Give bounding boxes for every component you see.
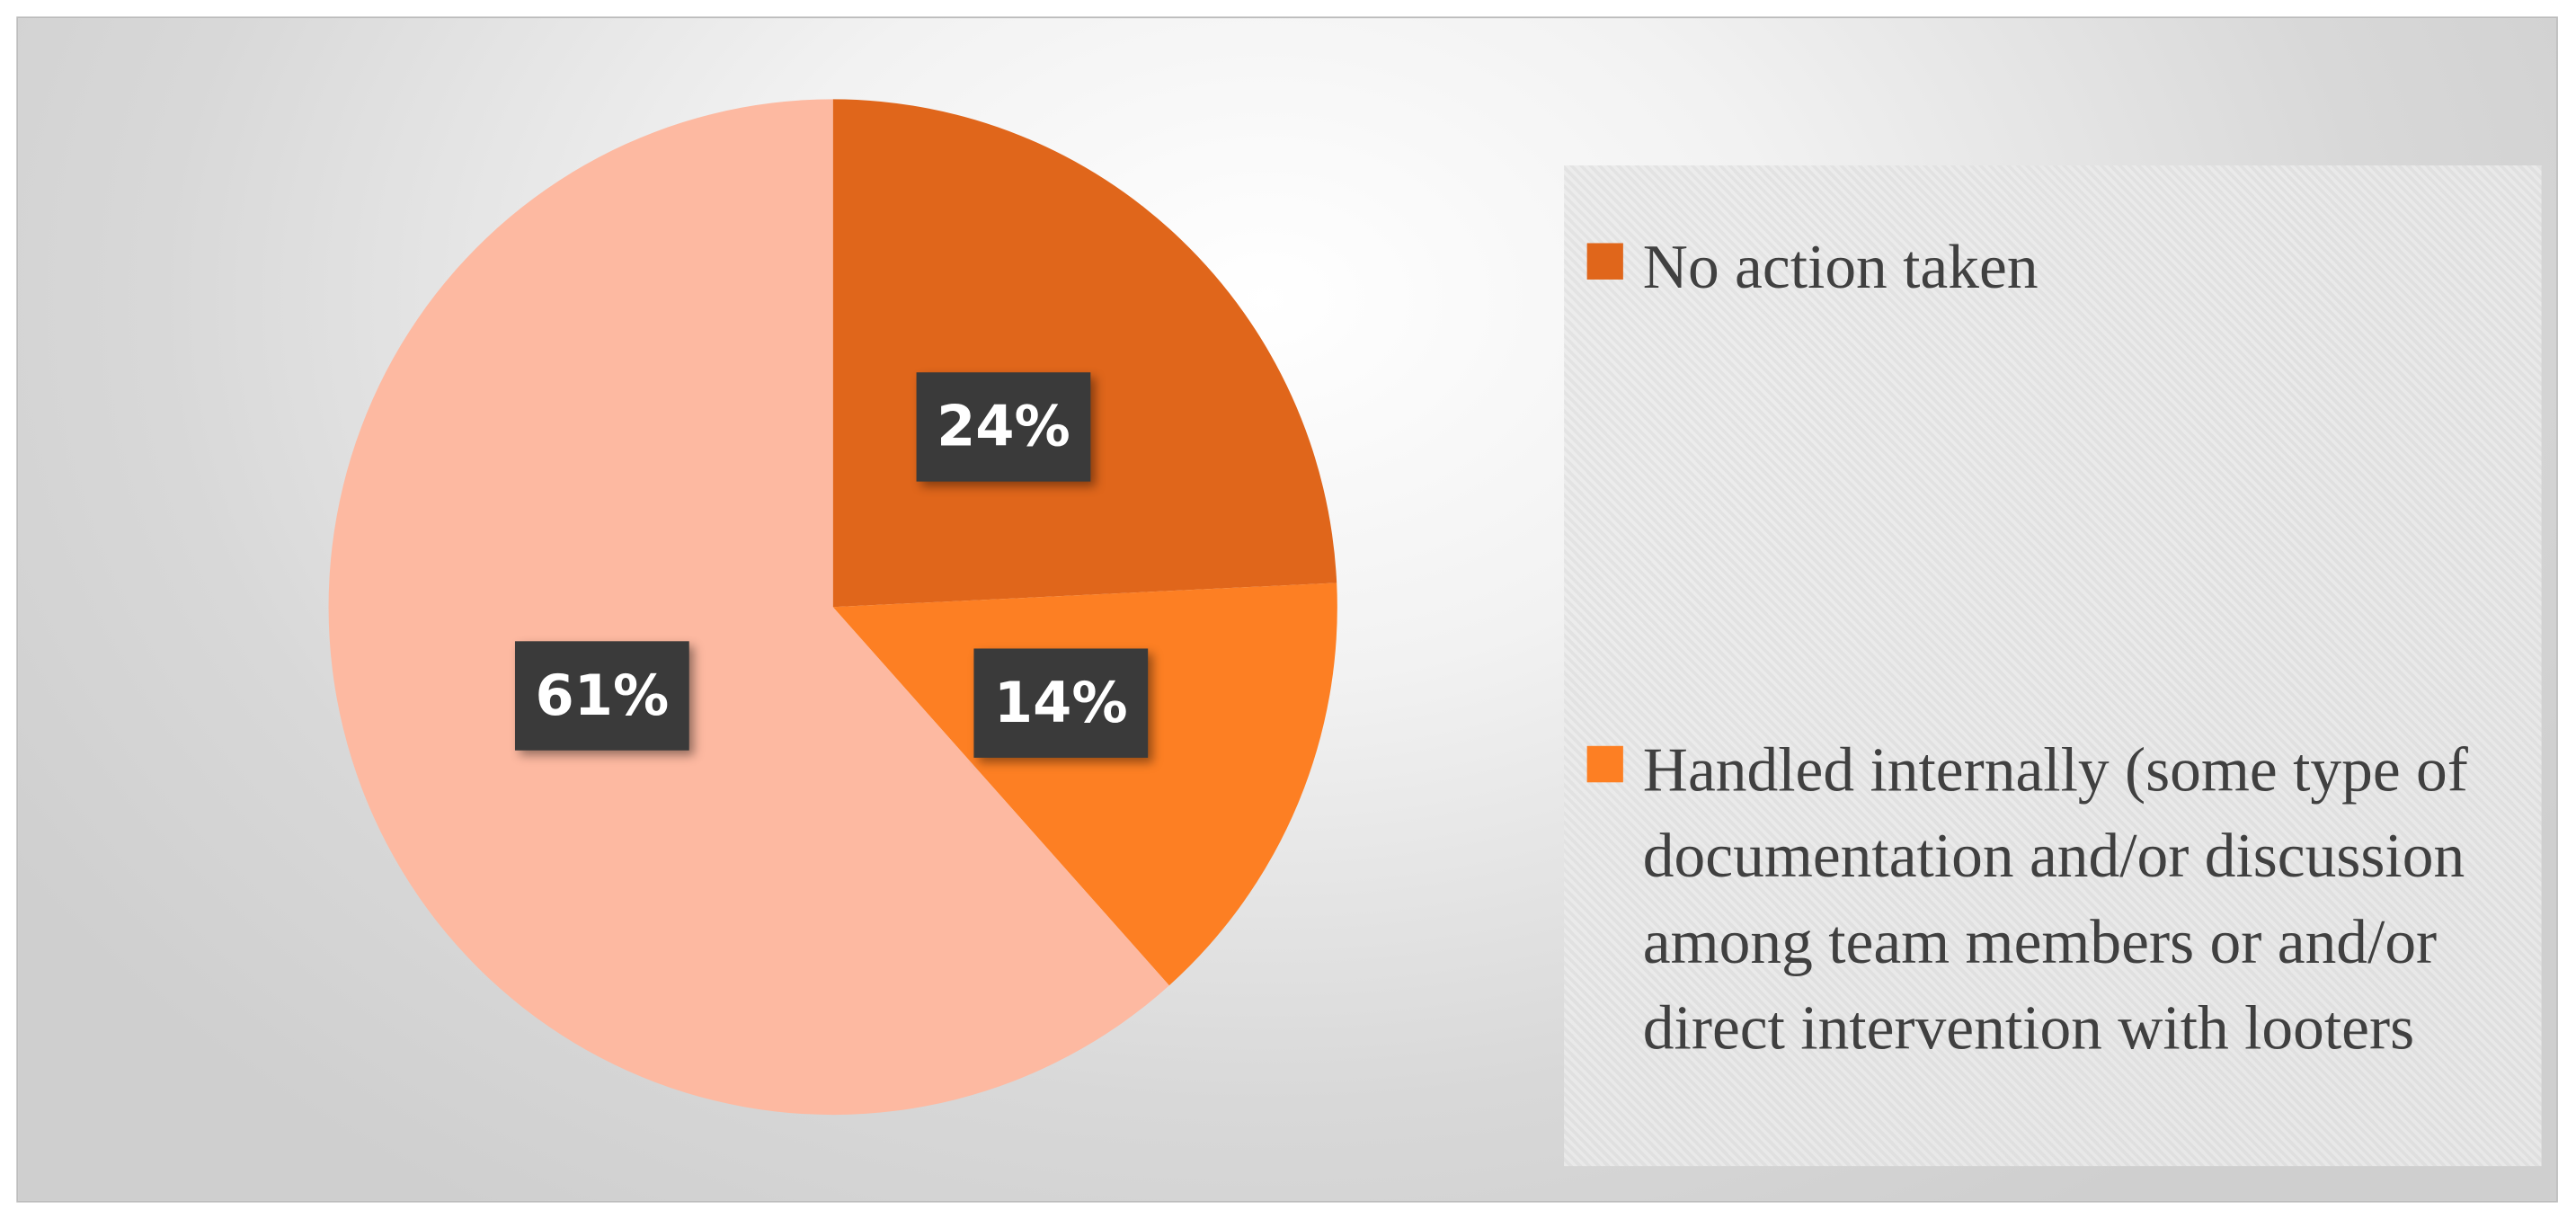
data-label-box — [973, 648, 1149, 758]
legend-item: Handled internally (some type of documen… — [1586, 728, 2508, 1072]
legend-swatch — [1586, 243, 1623, 280]
pie-slice — [832, 583, 1337, 986]
pie-slice — [832, 99, 1337, 608]
data-label: 14% — [994, 670, 1128, 735]
legend: No action taken Handled internally (some … — [1564, 165, 2542, 1167]
data-label: 24% — [937, 394, 1070, 459]
data-label-box — [514, 641, 689, 751]
legend-item: No action taken — [1586, 225, 2508, 311]
data-label: 61% — [535, 663, 669, 728]
legend-label: No action taken — [1642, 233, 2039, 303]
legend-swatch — [1586, 745, 1623, 783]
pie-slice — [328, 99, 1169, 1116]
legend-label: Handled internally (some type of documen… — [1642, 735, 2468, 1064]
data-label-box — [916, 372, 1091, 482]
